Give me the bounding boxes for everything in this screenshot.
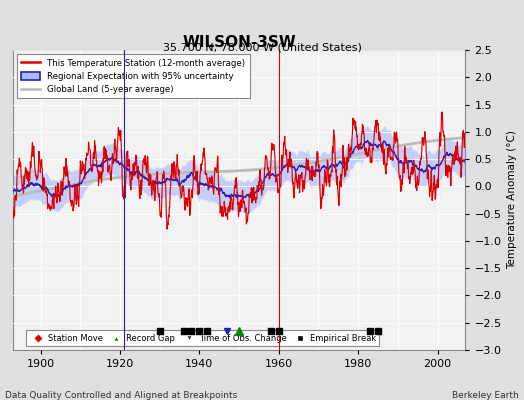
- Text: 35.700 N, 78.000 W (United States): 35.700 N, 78.000 W (United States): [162, 42, 362, 52]
- Y-axis label: Temperature Anomaly (°C): Temperature Anomaly (°C): [507, 130, 517, 270]
- Text: Berkeley Earth: Berkeley Earth: [452, 391, 519, 400]
- Text: Data Quality Controlled and Aligned at Breakpoints: Data Quality Controlled and Aligned at B…: [5, 391, 237, 400]
- Legend: Station Move, Record Gap, Time of Obs. Change, Empirical Break: Station Move, Record Gap, Time of Obs. C…: [26, 330, 379, 346]
- Title: WILSON-3SW: WILSON-3SW: [182, 35, 296, 50]
